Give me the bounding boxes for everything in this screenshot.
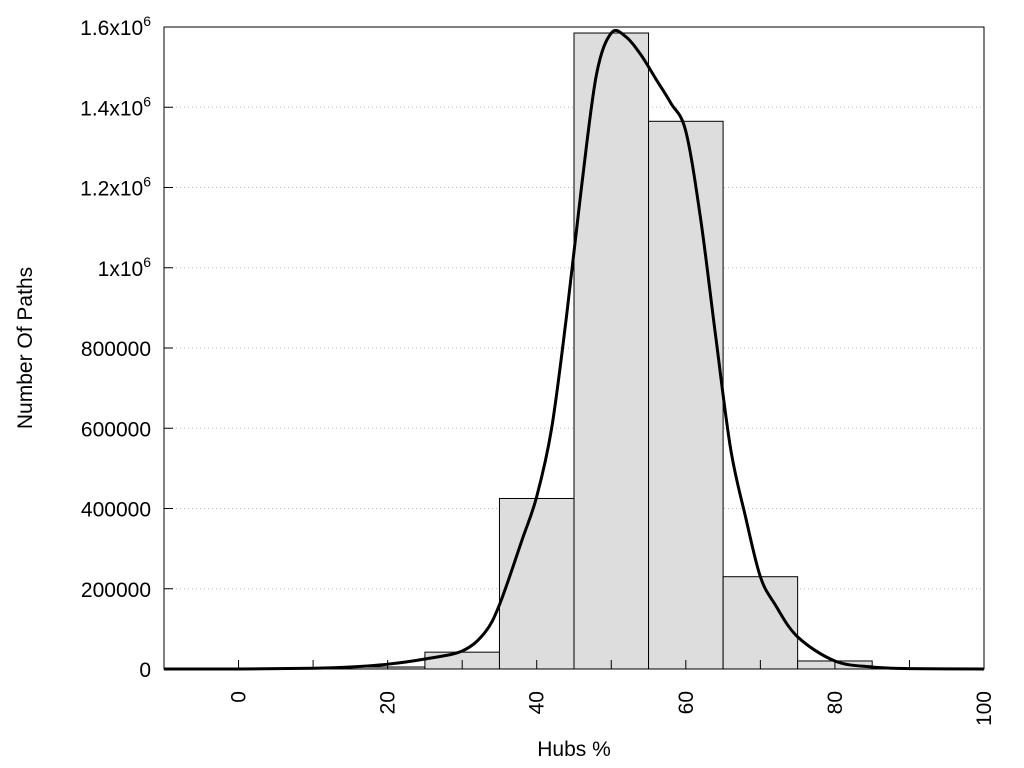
x-tick-label: 20	[377, 691, 400, 714]
x-tick-label: 60	[675, 691, 698, 714]
y-axis-ticks: 0 200000 400000 600000 800000 1x106 1.2x106 1.4…	[80, 13, 173, 682]
y-tick-label: 800000	[81, 338, 151, 361]
histogram-bar	[648, 120, 724, 670]
histogram-bars	[200, 32, 948, 670]
histogram-bar	[498, 497, 575, 670]
x-tick-label: 80	[824, 691, 847, 714]
x-tick-label: 0	[228, 691, 251, 703]
y-tick-label: 600000	[81, 418, 151, 441]
x-axis-title: Hubs %	[537, 738, 611, 761]
y-tick-label: 400000	[81, 499, 151, 522]
y-tick-label: 1.6x106	[80, 13, 151, 40]
y-tick-label: 0	[139, 659, 151, 682]
y-tick-label: 200000	[81, 579, 151, 602]
density-curve-layer	[163, 28, 985, 671]
grid-lines	[164, 106, 984, 590]
y-axis-title: Number Of Paths	[14, 267, 37, 429]
x-tick-label: 100	[973, 691, 996, 726]
x-axis-ticks: 0 20 40 60 80 100	[228, 660, 996, 726]
histogram-bar	[573, 32, 650, 670]
y-tick-label: 1.4x106	[80, 93, 151, 120]
density-curve	[163, 28, 985, 671]
y-tick-label: 1x106	[98, 254, 152, 281]
y-tick-label: 1.2x106	[80, 174, 151, 201]
x-tick-label: 40	[526, 691, 549, 714]
